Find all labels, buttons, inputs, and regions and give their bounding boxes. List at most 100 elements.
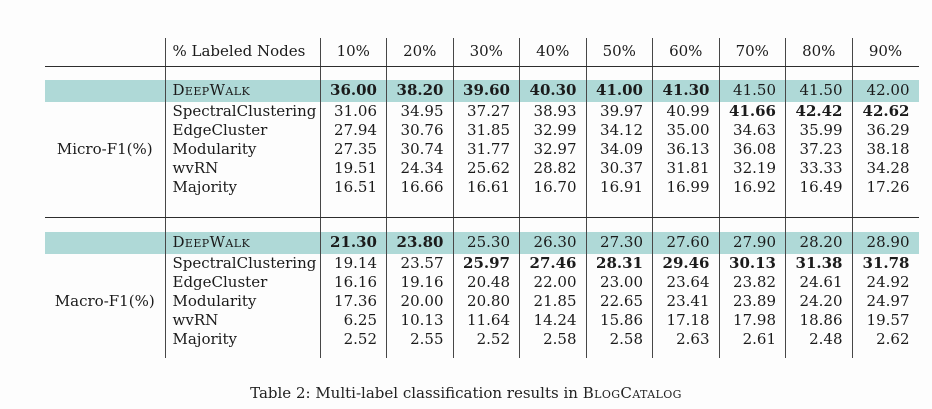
value-cell: 24.20 [785, 292, 852, 311]
spacer-cell [386, 349, 453, 358]
value-cell: 40.99 [652, 102, 719, 121]
spacer-cell [851, 66, 919, 80]
value-cell: 24.97 [851, 292, 919, 311]
table-row: EdgeCluster 16.16 19.16 20.48 22.00 23.00 23.6… [45, 273, 919, 292]
value-cell: 32.19 [718, 159, 786, 178]
section-divider-row [45, 197, 919, 218]
value-cell: 16.66 [386, 178, 453, 197]
table-row: Majority 2.52 2.55 2.52 2.58 2.58 2.63 2.61 2.48… [45, 330, 919, 349]
spacer-cell [652, 66, 719, 80]
method-name: wvRN [164, 159, 320, 178]
caption-text: Table 2: Multi-label classification resu… [250, 384, 583, 402]
spacer-cell [585, 197, 653, 218]
spacer-cell [718, 66, 786, 80]
spacer-row [45, 66, 919, 80]
value-cell: 25.62 [452, 159, 520, 178]
value-cell: 34.09 [585, 140, 653, 159]
spacer-row [45, 217, 919, 232]
value-cell: 26.30 [519, 232, 586, 254]
method-name-smallcaps: DeepWalk [172, 233, 251, 252]
spacer-cell [452, 217, 520, 232]
header-col-10: 10% [319, 38, 387, 67]
value-cell: 34.95 [386, 102, 453, 121]
header-col-50: 50% [585, 38, 653, 67]
value-cell: 30.37 [585, 159, 653, 178]
value-cell: 38.18 [851, 140, 919, 159]
value-cell: 33.33 [785, 159, 852, 178]
value-cell: 31.85 [452, 121, 520, 140]
value-cell: 27.60 [652, 232, 719, 254]
method-name: Majority [164, 330, 320, 349]
value-cell: 11.64 [452, 311, 520, 330]
spacer-cell [319, 349, 387, 358]
spacer-cell [785, 349, 852, 358]
value-cell: 34.28 [851, 159, 919, 178]
spacer-row [45, 349, 919, 358]
value-cell: 30.13 [718, 254, 786, 273]
value-cell: 2.55 [386, 330, 453, 349]
value-cell: 2.52 [452, 330, 520, 349]
value-cell: 36.00 [319, 80, 387, 102]
value-cell: 36.08 [718, 140, 786, 159]
value-cell: 16.49 [785, 178, 852, 197]
value-cell: 31.78 [851, 254, 919, 273]
value-cell: 24.34 [386, 159, 453, 178]
table-row: Majority 16.51 16.66 16.61 16.70 16.91 16.99 16… [45, 178, 919, 197]
table-row: Macro-F1(%) SpectralClustering 19.14 23.57 2… [45, 254, 919, 309]
value-cell: 2.61 [718, 330, 786, 349]
table-caption: Table 2: Multi-label classification resu… [0, 384, 932, 402]
spacer-cell [164, 66, 320, 80]
value-cell: 23.89 [718, 292, 786, 311]
spacer-cell [319, 217, 387, 232]
value-cell: 39.97 [585, 102, 653, 121]
value-cell: 2.48 [785, 330, 852, 349]
value-cell: 41.50 [785, 80, 852, 102]
value-cell: 28.82 [519, 159, 586, 178]
value-cell: 2.63 [652, 330, 719, 349]
header-col-60: 60% [652, 38, 719, 67]
method-name-smallcaps: DeepWalk [172, 81, 251, 100]
spacer-cell [319, 197, 387, 218]
method-name: EdgeCluster [164, 273, 320, 292]
value-cell: 30.74 [386, 140, 453, 159]
method-name: wvRN [164, 311, 320, 330]
value-cell: 16.91 [585, 178, 653, 197]
value-cell: 36.29 [851, 121, 919, 140]
value-cell: 22.65 [585, 292, 653, 311]
value-cell: 19.14 [319, 254, 387, 273]
spacer-cell [519, 197, 586, 218]
value-cell: 17.98 [718, 311, 786, 330]
value-cell: 25.97 [452, 254, 520, 273]
value-cell: 34.12 [585, 121, 653, 140]
value-cell: 41.30 [652, 80, 719, 102]
value-cell: 23.80 [386, 232, 453, 254]
value-cell: 2.58 [519, 330, 586, 349]
value-cell: 19.16 [386, 273, 453, 292]
value-cell: 34.63 [718, 121, 786, 140]
value-cell: 27.30 [585, 232, 653, 254]
spacer-cell [386, 66, 453, 80]
value-cell: 15.86 [585, 311, 653, 330]
header-col-40: 40% [519, 38, 586, 67]
value-cell: 32.97 [519, 140, 586, 159]
value-cell: 19.57 [851, 311, 919, 330]
value-cell: 24.92 [851, 273, 919, 292]
header-col-70: 70% [718, 38, 786, 67]
table-row: Modularity 27.35 30.74 31.77 32.97 34.09 36.13… [45, 140, 919, 159]
row-label-spacer [45, 80, 165, 102]
spacer-cell [785, 217, 852, 232]
value-cell: 20.80 [452, 292, 520, 311]
value-cell: 22.00 [519, 273, 586, 292]
value-cell: 36.13 [652, 140, 719, 159]
value-cell: 23.00 [585, 273, 653, 292]
value-cell: 40.30 [519, 80, 586, 102]
spacer-cell [164, 349, 320, 358]
spacer-cell [519, 66, 586, 80]
value-cell: 25.30 [452, 232, 520, 254]
value-cell: 2.58 [585, 330, 653, 349]
spacer-cell [718, 217, 786, 232]
group-label: Macro-F1(%) [54, 291, 155, 310]
value-cell: 16.99 [652, 178, 719, 197]
value-cell: 41.66 [718, 102, 786, 121]
value-cell: 31.81 [652, 159, 719, 178]
